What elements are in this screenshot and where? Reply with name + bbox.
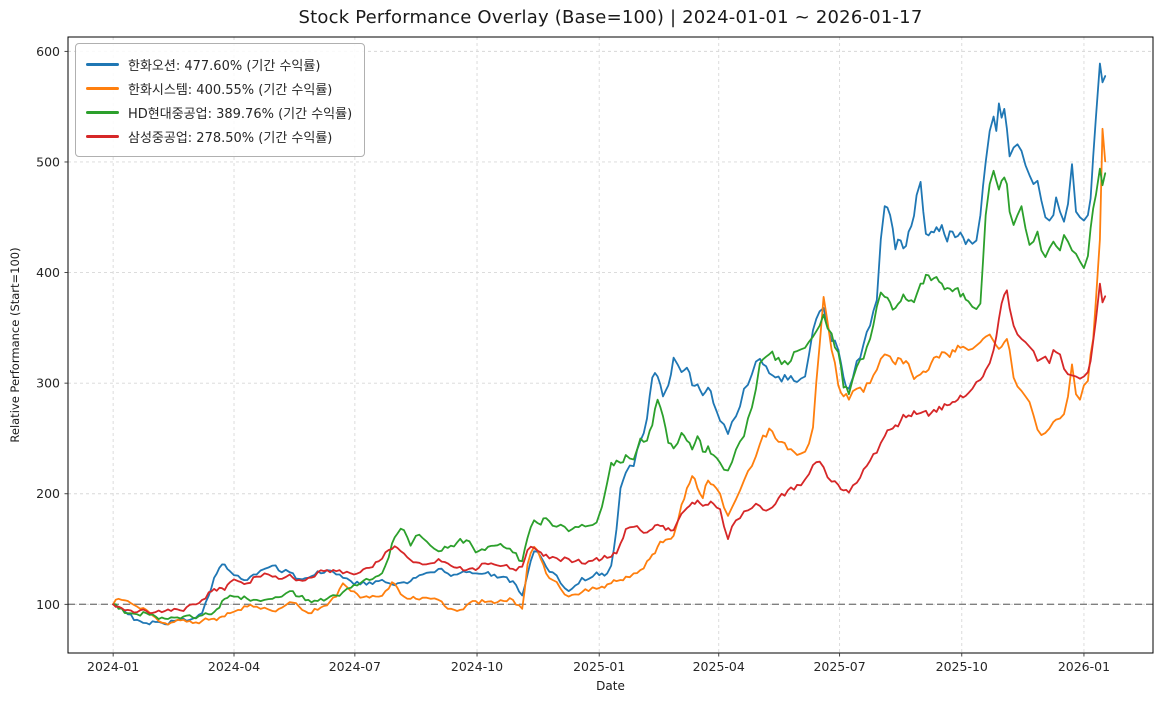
legend-item: 한화시스템: 400.55% (기간 수익률) bbox=[86, 76, 352, 100]
series-line-3 bbox=[112, 282, 1107, 615]
svg-text:200: 200 bbox=[36, 486, 60, 501]
legend-item: 삼성중공업: 278.50% (기간 수익률) bbox=[86, 124, 352, 148]
svg-text:2024-07: 2024-07 bbox=[329, 659, 381, 674]
legend-label: HD현대중공업: 389.76% (기간 수익률) bbox=[128, 106, 353, 122]
svg-text:2024-04: 2024-04 bbox=[208, 659, 260, 674]
svg-text:400: 400 bbox=[36, 265, 60, 280]
series-lines bbox=[112, 62, 1107, 626]
svg-text:2025-04: 2025-04 bbox=[693, 659, 745, 674]
svg-text:100: 100 bbox=[36, 597, 60, 612]
y-axis-label: Relative Performance (Start=100) bbox=[8, 247, 22, 443]
svg-text:2024-01: 2024-01 bbox=[87, 659, 139, 674]
series-line-1 bbox=[112, 127, 1107, 626]
series-line-2 bbox=[112, 167, 1107, 620]
x-axis-label: Date bbox=[596, 679, 625, 693]
legend: 한화오션: 477.60% (기간 수익률) 한화시스템: 400.55% (기… bbox=[75, 43, 366, 157]
legend-line-swatch bbox=[86, 86, 119, 90]
legend-item: HD현대중공업: 389.76% (기간 수익률) bbox=[86, 100, 352, 124]
svg-text:300: 300 bbox=[36, 376, 60, 391]
legend-line-swatch bbox=[86, 134, 119, 138]
svg-text:500: 500 bbox=[36, 154, 60, 169]
svg-text:2026-01: 2026-01 bbox=[1058, 659, 1110, 674]
legend-line-swatch bbox=[86, 62, 119, 66]
svg-text:2025-01: 2025-01 bbox=[573, 659, 625, 674]
svg-text:600: 600 bbox=[36, 44, 60, 59]
svg-text:2025-07: 2025-07 bbox=[813, 659, 865, 674]
legend-item: 한화오션: 477.60% (기간 수익률) bbox=[86, 52, 352, 76]
legend-label: 한화시스템: 400.55% (기간 수익률) bbox=[128, 82, 333, 98]
svg-text:2025-10: 2025-10 bbox=[936, 659, 988, 674]
series-line-0 bbox=[112, 62, 1107, 626]
legend-label: 한화오션: 477.60% (기간 수익률) bbox=[128, 58, 321, 74]
legend-label: 삼성중공업: 278.50% (기간 수익률) bbox=[128, 130, 333, 146]
tick-labels: 2024-01 2024-04 2024-07 2024-10 2025-01 2025-… bbox=[36, 44, 1110, 674]
plot-border bbox=[67, 36, 1154, 654]
legend-line-swatch bbox=[86, 110, 119, 114]
chart-title: Stock Performance Overlay (Base=100) | 2… bbox=[298, 7, 923, 28]
svg-text:2024-10: 2024-10 bbox=[451, 659, 503, 674]
